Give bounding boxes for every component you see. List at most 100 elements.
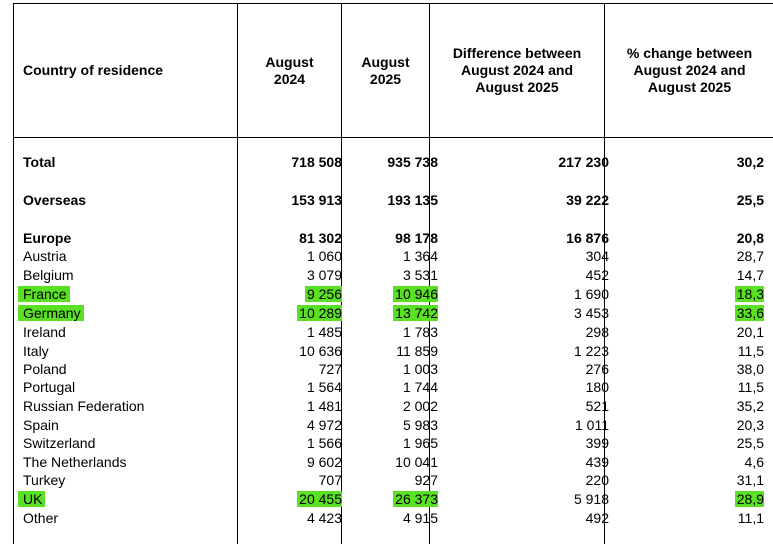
row-value-p: 11,5: [737, 379, 764, 395]
row-value-p: 33,6: [734, 305, 764, 321]
row-value-b: 1 744: [402, 379, 438, 395]
row-value-p: 11,1: [737, 510, 764, 526]
row-value-p: 30,2: [736, 154, 764, 170]
row-value-d: 439: [585, 454, 609, 470]
row-value-p: 20,3: [736, 417, 764, 433]
row-value-p: 25,5: [736, 435, 764, 451]
row-value-b: 1 003: [402, 361, 438, 377]
row-value-p: 20,8: [736, 230, 764, 246]
row-value-a: 1 564: [306, 379, 342, 395]
row-value-b: 1 965: [402, 435, 438, 451]
row-country-name: Spain: [23, 417, 59, 433]
row-value-a: 20 455: [297, 491, 342, 507]
row-value-d: 39 222: [566, 192, 609, 208]
row-value-d: 220: [585, 472, 609, 488]
row-value-d: 3 453: [573, 305, 609, 321]
row-value-a: 1 481: [306, 398, 342, 414]
header-pct-change: % change between August 2024 and August …: [626, 45, 753, 95]
row-value-b: 98 178: [395, 230, 438, 246]
row-value-b: 10 041: [395, 454, 438, 470]
row-value-b: 1 364: [402, 248, 438, 264]
row-country-name: Other: [23, 510, 59, 526]
column-divider: [341, 4, 342, 544]
row-value-a: 10 289: [297, 305, 342, 321]
row-value-a: 1 566: [306, 435, 342, 451]
row-value-b: 927: [414, 472, 438, 488]
header-difference: Difference between August 2024 and Augus…: [452, 45, 582, 95]
row-value-a: 9 256: [304, 286, 342, 302]
row-country-name: Ireland: [23, 324, 66, 340]
row-value-d: 276: [585, 361, 609, 377]
row-value-a: 1 485: [306, 324, 342, 340]
column-divider: [604, 4, 605, 544]
row-value-b: 935 738: [387, 154, 438, 170]
row-value-b: 5 983: [402, 417, 438, 433]
row-value-a: 707: [318, 472, 342, 488]
row-value-b: 26 373: [393, 491, 438, 507]
row-country-name: Austria: [23, 248, 67, 264]
row-country-name: Overseas: [23, 192, 87, 208]
header-august-2024: August 2024: [265, 53, 314, 87]
row-value-d: 399: [585, 435, 609, 451]
row-country-name: France: [18, 286, 70, 303]
row-value-d: 452: [585, 267, 609, 283]
row-value-a: 1 060: [306, 248, 342, 264]
column-divider: [237, 4, 238, 544]
row-value-p: 38,0: [736, 361, 764, 377]
row-value-a: 3 079: [306, 267, 342, 283]
row-value-d: 180: [585, 379, 609, 395]
header-august-2025: August 2025: [361, 53, 410, 87]
row-value-d: 1 011: [575, 417, 609, 433]
column-divider: [429, 4, 430, 544]
row-value-a: 153 913: [291, 192, 342, 208]
row-value-p: 31,1: [736, 472, 764, 488]
row-country-name: UK: [18, 491, 46, 508]
row-country-name: Russian Federation: [23, 398, 145, 414]
row-country-name: Europe: [23, 230, 72, 246]
header-divider: [14, 137, 773, 138]
row-value-p: 4,6: [744, 454, 764, 470]
row-value-b: 193 135: [387, 192, 438, 208]
row-value-b: 13 742: [393, 305, 438, 321]
row-value-a: 9 602: [306, 454, 342, 470]
row-country-name: Poland: [23, 361, 67, 377]
tourism-table: Country of residence August 2024 August …: [13, 3, 773, 544]
row-country-name: Portugal: [23, 379, 76, 395]
row-value-b: 1 783: [402, 324, 438, 340]
row-value-p: 28,9: [734, 491, 764, 507]
row-value-a: 81 302: [299, 230, 342, 246]
row-value-a: 727: [318, 361, 342, 377]
row-value-d: 492: [585, 510, 609, 526]
row-value-a: 4 423: [306, 510, 342, 526]
row-value-a: 718 508: [291, 154, 342, 170]
row-value-d: 217 230: [558, 154, 609, 170]
row-value-b: 2 002: [402, 398, 438, 414]
row-value-d: 298: [585, 324, 609, 340]
row-value-d: 1 690: [573, 286, 609, 302]
row-value-p: 11,5: [737, 343, 764, 359]
row-value-p: 35,2: [736, 398, 764, 414]
row-value-p: 20,1: [736, 324, 764, 340]
row-country-name: Turkey: [23, 472, 66, 488]
row-value-b: 3 531: [402, 267, 438, 283]
row-country-name: Switzerland: [23, 435, 96, 451]
row-country-name: Total: [23, 154, 56, 170]
row-country-name: Belgium: [23, 267, 74, 283]
row-value-d: 5 918: [573, 491, 609, 507]
header-country: Country of residence: [23, 62, 164, 78]
row-country-name: The Netherlands: [23, 454, 127, 470]
row-country-name: Germany: [18, 305, 84, 322]
row-value-b: 10 946: [393, 286, 438, 302]
row-value-d: 16 876: [566, 230, 609, 246]
row-value-d: 521: [585, 398, 609, 414]
row-country-name: Italy: [23, 343, 49, 359]
row-value-p: 28,7: [736, 248, 764, 264]
row-value-p: 25,5: [736, 192, 764, 208]
row-value-p: 14,7: [736, 267, 764, 283]
row-value-d: 304: [585, 248, 609, 264]
row-value-a: 10 636: [299, 343, 342, 359]
row-value-b: 11 859: [396, 343, 438, 359]
row-value-p: 18,3: [734, 286, 764, 302]
row-value-d: 1 223: [573, 343, 609, 359]
row-value-a: 4 972: [306, 417, 342, 433]
